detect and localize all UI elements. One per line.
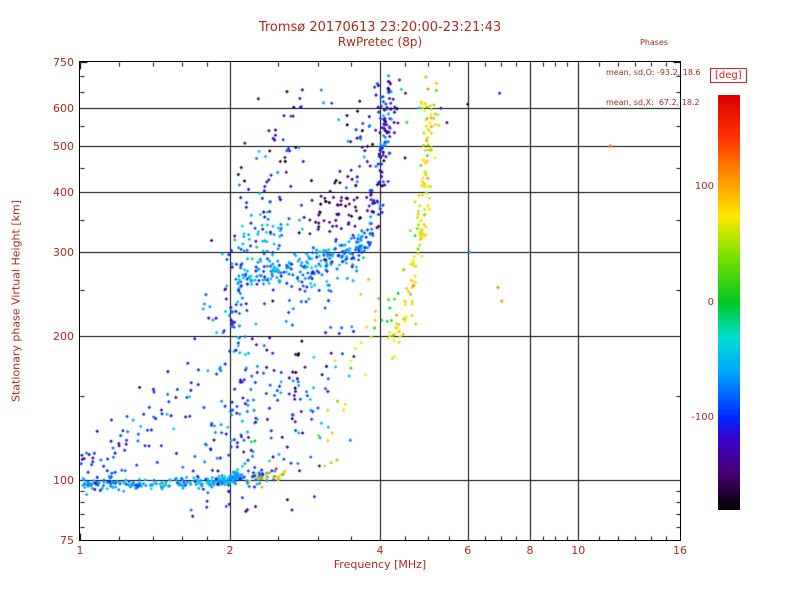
y-tick-label: 400 xyxy=(53,186,74,200)
colorbar-tick-label: 100 xyxy=(694,181,714,193)
y-tick-label: 600 xyxy=(53,102,74,116)
colorbar-tick-label: -100 xyxy=(691,411,714,423)
colorbar-tick-label: 0 xyxy=(707,296,714,308)
x-tick-label: 6 xyxy=(464,544,472,557)
y-tick-label: 100 xyxy=(53,474,74,488)
y-tick-label: 200 xyxy=(53,330,74,344)
x-tick-label: 8 xyxy=(526,544,534,557)
colorbar xyxy=(718,95,740,510)
plot-area xyxy=(79,61,681,541)
x-tick-label: 10 xyxy=(571,544,586,557)
scatter-canvas xyxy=(80,62,680,540)
y-tick-label: 500 xyxy=(53,140,74,154)
colorbar-unit-label: [deg] xyxy=(710,68,747,83)
x-tick-label: 16 xyxy=(673,544,687,557)
y-axis-label: Stationary phase Virtual Height [km] xyxy=(9,199,23,403)
y-tick-label: 750 xyxy=(53,56,74,69)
y-tick-label: 75 xyxy=(60,534,74,547)
x-axis-label: Frequency [MHz] xyxy=(333,558,427,571)
chart-subtitle: RwPretec (8p) xyxy=(337,35,423,49)
x-tick-label: 4 xyxy=(376,544,384,557)
x-tick-label: 1 xyxy=(76,544,84,557)
phase-stats-header: Phases xyxy=(640,38,669,47)
chart-title: Tromsø 20170613 23:20:00-23:21:43 xyxy=(258,20,502,35)
x-tick-label: 2 xyxy=(226,544,234,557)
y-tick-label: 300 xyxy=(53,246,74,260)
